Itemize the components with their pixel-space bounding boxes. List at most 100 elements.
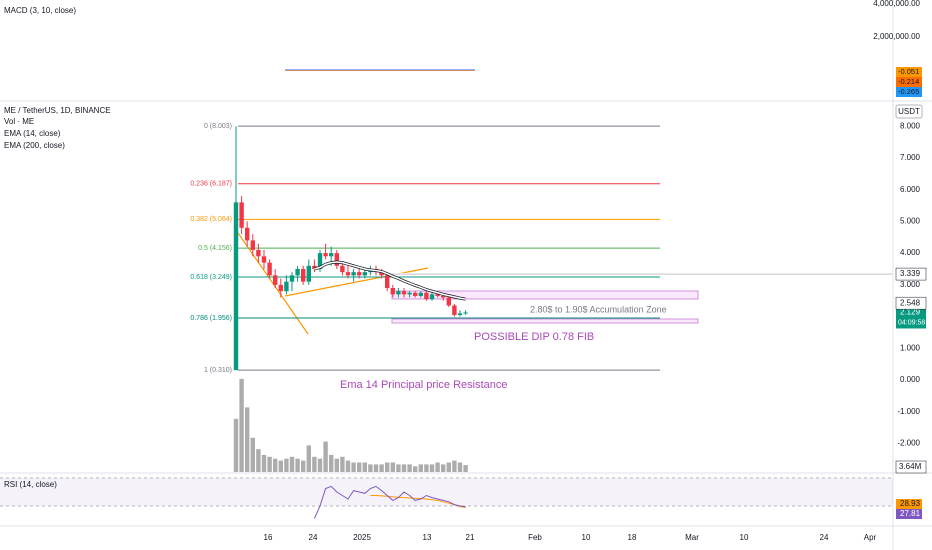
candle-body <box>345 272 351 276</box>
volume-bar <box>289 456 295 472</box>
price-tick-label: 4.000 <box>900 248 921 257</box>
fib-label: 0.5 (4.156) <box>198 245 232 252</box>
volume-bar <box>312 456 317 472</box>
price-tag-text: 2.548 <box>900 298 921 307</box>
countdown: 04:09:58 <box>898 319 925 326</box>
legend: Vol · ME <box>4 117 34 126</box>
volume-bar <box>267 456 272 472</box>
fib-label: 0.786 (1.956) <box>190 315 232 322</box>
macd-tag <box>896 67 922 77</box>
price-tag <box>895 267 927 281</box>
candle-body <box>289 275 295 282</box>
candle-body <box>385 275 390 289</box>
candle-body <box>463 312 468 314</box>
time-label: 10 <box>582 533 591 542</box>
candle-body <box>295 268 300 276</box>
fib-label: 0.236 (6.187) <box>190 181 232 188</box>
rsi-ma-line <box>370 495 466 509</box>
ema-label: Ema 14 Principal price Resistance <box>340 379 508 391</box>
price-tick-label: 8.000 <box>900 121 921 130</box>
volume-bar <box>362 462 367 472</box>
candle-body <box>278 284 283 292</box>
volume-bar <box>256 449 261 472</box>
rsi-band <box>0 478 893 506</box>
candle-body <box>435 294 440 296</box>
candle-body <box>351 272 356 276</box>
volume-bar <box>418 464 423 472</box>
volume-bar <box>345 460 351 472</box>
price-tick-label: 5.000 <box>900 217 921 226</box>
macd-tick-label: 2,000,000.00 <box>873 32 920 41</box>
zone-label: 2.80$ to 1.90$ Accumulation Zone <box>530 304 667 314</box>
volume-bar <box>340 456 345 472</box>
candle-body <box>273 275 278 285</box>
candle-body <box>340 265 345 273</box>
time-label: 18 <box>628 533 637 542</box>
rsi-tag-text: 27.81 <box>900 509 921 518</box>
volume-bar <box>441 464 446 472</box>
time-label: 24 <box>309 533 318 542</box>
time-label: 21 <box>466 533 475 542</box>
volume-bar <box>323 441 328 472</box>
macd-tag <box>896 77 922 87</box>
volume-bar <box>429 464 435 472</box>
volume-bar <box>273 458 278 472</box>
legend: EMA (14, close) <box>4 129 61 138</box>
dip-label: POSSIBLE DIP 0.78 FIB <box>474 331 594 343</box>
fib-label: 0.618 (3.249) <box>190 274 232 281</box>
candle-body <box>245 227 250 241</box>
volume-bar <box>295 458 300 472</box>
fib-label: 0.382 (5.064) <box>190 216 232 223</box>
volume-bar <box>233 418 239 472</box>
candle-body <box>261 256 267 263</box>
volume-bar <box>351 462 356 472</box>
macd-tag <box>896 87 922 97</box>
volume-bar <box>396 464 401 472</box>
candle-body <box>457 313 463 315</box>
time-label: Mar <box>685 533 699 542</box>
time-label: 2025 <box>353 533 371 542</box>
volume-bar <box>357 462 362 472</box>
candle-body <box>401 291 407 295</box>
trendline <box>284 267 429 297</box>
time-label: Apr <box>864 533 877 542</box>
volume-bar <box>250 437 255 472</box>
volume-bar <box>373 464 379 472</box>
macd-tag-text: -0.214 <box>898 77 919 86</box>
volume-bar <box>301 460 306 472</box>
candle-body <box>413 292 418 296</box>
volume-bar <box>278 460 283 472</box>
candle-body <box>429 294 435 300</box>
candle-body <box>329 253 334 257</box>
time-label: 13 <box>423 533 432 542</box>
volume-tag <box>895 460 927 474</box>
volume-bar <box>306 445 311 472</box>
candle-body <box>446 297 451 306</box>
candle-body <box>418 292 423 296</box>
candle-body <box>407 292 412 295</box>
candle-body <box>317 253 323 269</box>
candle-body <box>284 281 289 292</box>
price-tag <box>896 306 926 329</box>
candle-body <box>334 253 339 266</box>
time-label: Feb <box>528 533 542 542</box>
volume-bar <box>401 464 407 472</box>
price-tick-label: 7.000 <box>900 153 921 162</box>
candle-body <box>239 202 244 228</box>
zone-box <box>391 290 699 300</box>
price-tick-label: -1.000 <box>897 407 920 416</box>
volume-bar <box>317 458 323 472</box>
candle-body <box>312 265 317 269</box>
volume-bar <box>463 465 468 472</box>
legend: RSI (14, close) <box>4 480 57 489</box>
macd-tick-label: 4,000,000.00 <box>873 0 920 8</box>
volume-bar <box>239 378 244 472</box>
volume-bar <box>457 462 463 472</box>
rsi-line <box>313 485 466 519</box>
volume-bar <box>334 458 339 472</box>
currency-box[interactable] <box>895 104 923 119</box>
price-tag-text: 2.129 <box>900 308 921 317</box>
candle-body <box>267 262 272 276</box>
candle-body <box>452 305 457 315</box>
